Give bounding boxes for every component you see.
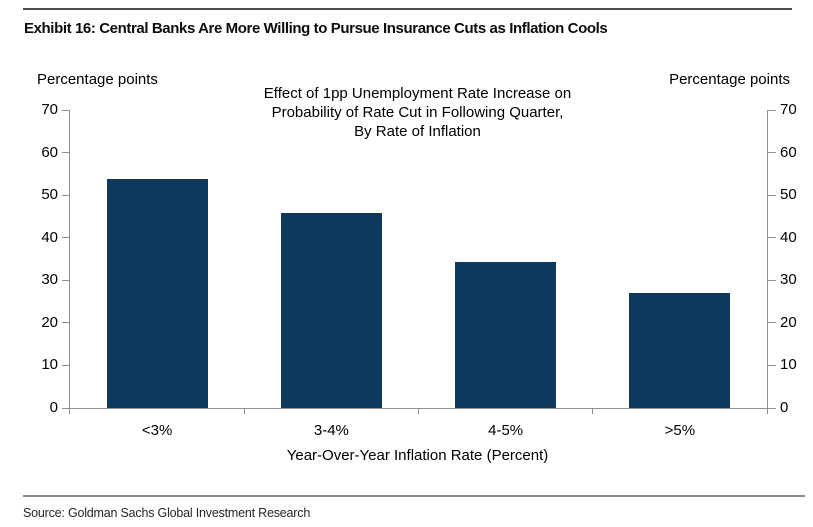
footer-rule — [23, 495, 805, 497]
x-tick — [69, 408, 70, 414]
y-tick-label-right: 0 — [780, 399, 789, 416]
plot-area: 0 0 10 10 20 20 30 30 40 40 50 50 60 60 70 70 <3% 3-4% 4-5… — [41, 101, 796, 439]
y-tick-label-right: 70 — [780, 101, 797, 118]
bar-4-5% — [455, 261, 557, 408]
header-rule — [23, 8, 792, 10]
left-axis-unit-label: Percentage points — [37, 71, 158, 88]
y-tick-left — [62, 364, 70, 366]
y-tick-left — [62, 109, 70, 111]
bar->5% — [629, 293, 731, 408]
y-tick-right — [768, 237, 776, 239]
y-tick-right — [768, 322, 776, 324]
y-tick-left — [62, 194, 70, 196]
y-tick-left — [62, 279, 70, 281]
y-tick-right — [768, 194, 776, 196]
y-tick-label-right: 60 — [780, 143, 797, 161]
x-tick-label: 3-4% — [313, 422, 349, 439]
source-text: Source: Goldman Sachs Global Investment … — [23, 506, 311, 520]
chart-title: Effect of 1pp Unemployment Rate Increase… — [69, 84, 766, 141]
chart-title-line-1: Effect of 1pp Unemployment Rate Increase… — [263, 85, 572, 102]
y-tick-right — [768, 364, 776, 366]
y-tick-label-right: 50 — [780, 186, 797, 204]
x-tick — [767, 408, 768, 414]
y-tick-left — [62, 237, 70, 239]
y-tick-label-right: 10 — [780, 356, 797, 374]
x-tick — [418, 408, 419, 414]
x-tick-label: <3% — [141, 422, 173, 439]
y-tick-label-left: 60 — [41, 143, 58, 161]
exhibit-title: Exhibit 16: Central Banks Are More Willi… — [24, 20, 608, 37]
y-tick-left — [62, 322, 70, 324]
x-axis-title: Year-Over-Year Inflation Rate (Percent) — [286, 447, 549, 464]
y-tick-label-left: 10 — [41, 356, 58, 374]
y-tick-label-left: 30 — [41, 271, 58, 289]
y-tick-right — [768, 152, 776, 154]
y-tick-left — [62, 407, 70, 409]
y-tick-label-left: 0 — [49, 399, 58, 416]
chart-title-line-2: Probability of Rate Cut in Following Qua… — [271, 104, 564, 121]
y-tick-left — [62, 152, 70, 154]
y-tick-label-left: 40 — [41, 228, 58, 246]
y-tick-label-right: 20 — [780, 313, 797, 331]
bar-<3% — [106, 178, 208, 408]
y-tick-right — [768, 279, 776, 281]
chart-title-line-3: By Rate of Inflation — [354, 123, 481, 140]
y-tick-label-left: 20 — [41, 313, 58, 331]
x-tick — [592, 408, 594, 414]
bar-3-4% — [280, 213, 382, 408]
y-tick-right — [768, 407, 776, 409]
y-tick-label-right: 40 — [780, 228, 797, 246]
x-tick — [243, 408, 245, 414]
y-tick-label-left: 50 — [41, 186, 58, 204]
right-axis-unit-label: Percentage points — [669, 71, 790, 88]
x-tick-label: >5% — [664, 422, 696, 439]
x-tick-label: 4-5% — [488, 422, 524, 439]
y-tick-label-right: 30 — [780, 271, 797, 289]
y-tick-label-left: 70 — [41, 101, 58, 118]
y-tick-right — [768, 109, 776, 111]
